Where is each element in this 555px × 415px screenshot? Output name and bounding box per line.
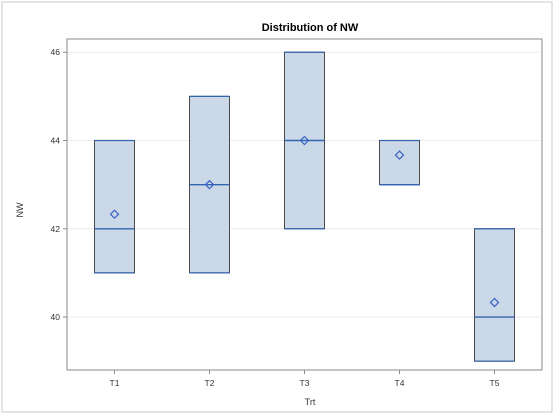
x-tick-label: T1 <box>110 378 120 388</box>
y-tick-label: 44 <box>51 136 61 146</box>
mean-marker <box>204 179 215 190</box>
mean-marker <box>489 297 500 308</box>
chart-title: Distribution of NW <box>262 22 359 34</box>
x-tick-label: T4 <box>395 378 405 388</box>
x-tick-label: T3 <box>300 378 310 388</box>
box-T1 <box>94 140 135 274</box>
y-axis-label: NW <box>15 202 25 217</box>
x-tick-label: T2 <box>205 378 215 388</box>
mean-marker <box>299 135 310 146</box>
box-T5 <box>474 228 515 362</box>
box-T4 <box>379 140 420 186</box>
y-tick-label: 46 <box>51 47 61 57</box>
mean-marker <box>109 209 120 220</box>
boxes <box>94 51 515 362</box>
mean-marker <box>394 150 405 160</box>
x-tick-label: T5 <box>490 378 500 388</box>
y-tick-label: 40 <box>51 312 61 322</box>
x-axis-ticks: T1 T2 T3 T4 T5 <box>110 370 500 388</box>
y-tick-label: 42 <box>51 224 61 234</box>
y-axis-ticks: 40 42 44 46 <box>51 47 67 322</box>
x-axis-label: Trt <box>305 397 316 407</box>
